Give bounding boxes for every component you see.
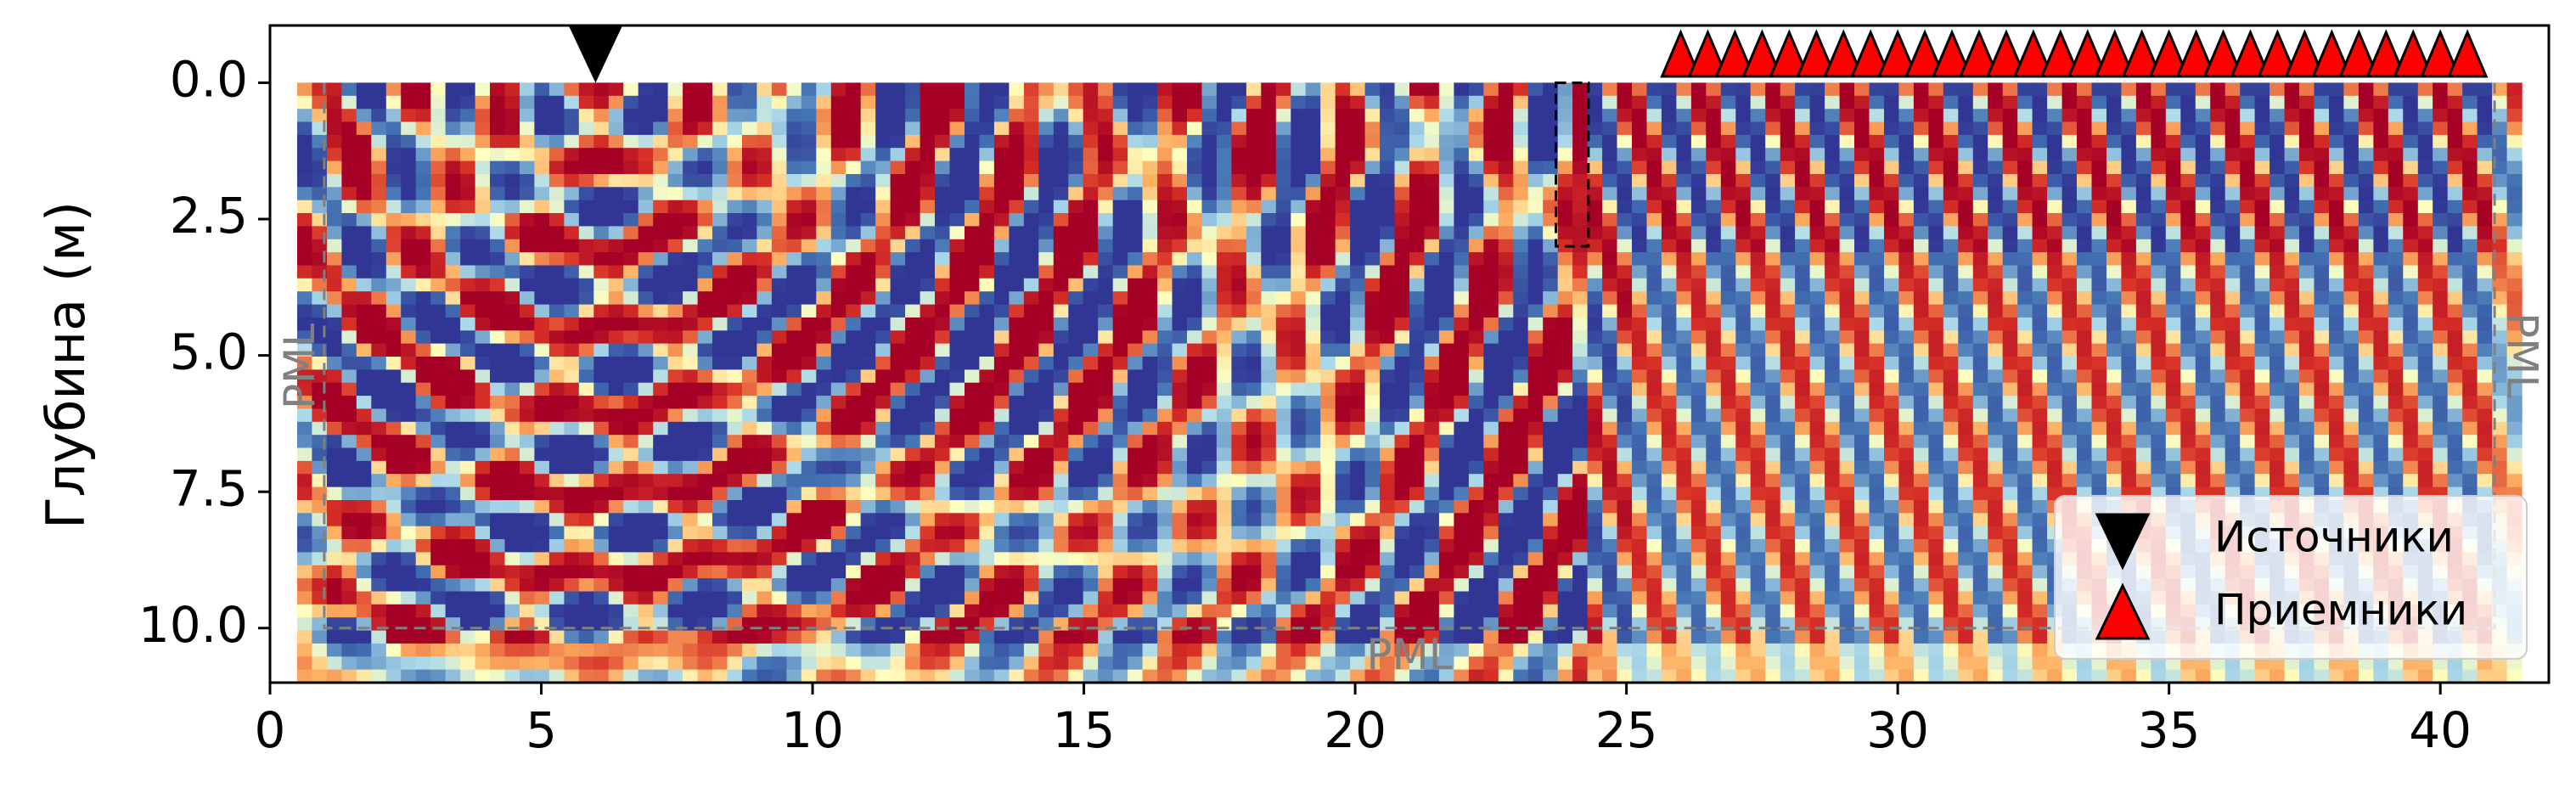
x-tick-label: 5: [526, 701, 557, 759]
markers-layer: [568, 24, 2489, 83]
receiver-marker: [2121, 29, 2163, 78]
overlay-layer: PML PML PML: [275, 81, 2546, 679]
receiver-marker: [2392, 29, 2434, 78]
receiver-marker: [1876, 29, 1919, 78]
wavefield-image: [296, 82, 2523, 683]
pml-label-right: PML: [2497, 312, 2546, 398]
receiver-marker: [2202, 29, 2244, 78]
receiver-marker: [2365, 29, 2407, 78]
plot-frame: [268, 24, 2551, 684]
receiver-marker: [2067, 29, 2109, 78]
x-tick-label: 15: [1053, 701, 1116, 759]
y-tick-label: 2.5: [170, 187, 248, 245]
y-axis: 0.0 2.5 5.0 7.5 10.0: [138, 51, 270, 654]
receiver-marker: [2257, 29, 2298, 78]
receiver-marker: [1687, 29, 1729, 78]
receiver-marker: [1958, 29, 2000, 78]
receiver-marker: [1769, 29, 1810, 78]
legend: Источники Приемники: [2054, 495, 2528, 660]
receiver-marker: [2419, 29, 2461, 78]
x-tick-label: 40: [2409, 701, 2472, 759]
x-tick-label: 25: [1595, 701, 1658, 759]
receiver-marker: [2446, 29, 2489, 78]
receiver-marker: [2338, 29, 2380, 78]
receiver-marker: [1822, 29, 1865, 78]
receiver-marker: [2311, 29, 2353, 78]
x-tick-label: 0: [255, 701, 286, 759]
y-tick-label: 5.0: [170, 323, 248, 381]
receiver-marker: [1660, 29, 1701, 78]
receiver-marker: [2148, 29, 2190, 78]
receiver-marker: [1985, 29, 2028, 78]
legend-label-receivers: Приемники: [2214, 586, 2467, 635]
legend-source-icon: [2095, 513, 2151, 571]
receiver-marker: [1931, 29, 1973, 78]
receiver-marker: [2175, 29, 2217, 78]
legend-receiver-icon: [2095, 582, 2151, 640]
receiver-marker: [2039, 29, 2082, 78]
receiver-marker: [2094, 29, 2136, 78]
x-tick-label: 35: [2138, 701, 2201, 759]
source-marker: [568, 24, 623, 83]
x-axis: 0 5 10 15 20 25 30 35 40: [255, 683, 2472, 759]
y-tick-label: 0.0: [170, 51, 248, 109]
x-tick-label: 20: [1324, 701, 1386, 759]
anomaly-box: [1555, 81, 1590, 248]
x-tick-label: 30: [1866, 701, 1929, 759]
receiver-marker: [1849, 29, 1892, 78]
y-axis-title: Глубина (м): [35, 201, 97, 529]
x-tick-label: 10: [781, 701, 844, 759]
y-tick-label: 10.0: [138, 596, 248, 654]
pml-label-bottom: PML: [1366, 630, 1452, 679]
pml-boundary-line: [323, 82, 2496, 630]
legend-frame: [2054, 495, 2528, 660]
legend-label-sources: Источники: [2214, 513, 2454, 562]
receiver-marker: [1796, 29, 1837, 78]
receiver-marker: [2012, 29, 2055, 78]
receiver-marker: [1714, 29, 1756, 78]
receiver-marker: [2230, 29, 2271, 78]
receiver-marker: [1904, 29, 1946, 78]
receiver-marker: [2284, 29, 2326, 78]
receiver-marker: [1741, 29, 1783, 78]
y-tick-label: 7.5: [170, 459, 248, 517]
pml-label-left: PML: [275, 323, 324, 409]
